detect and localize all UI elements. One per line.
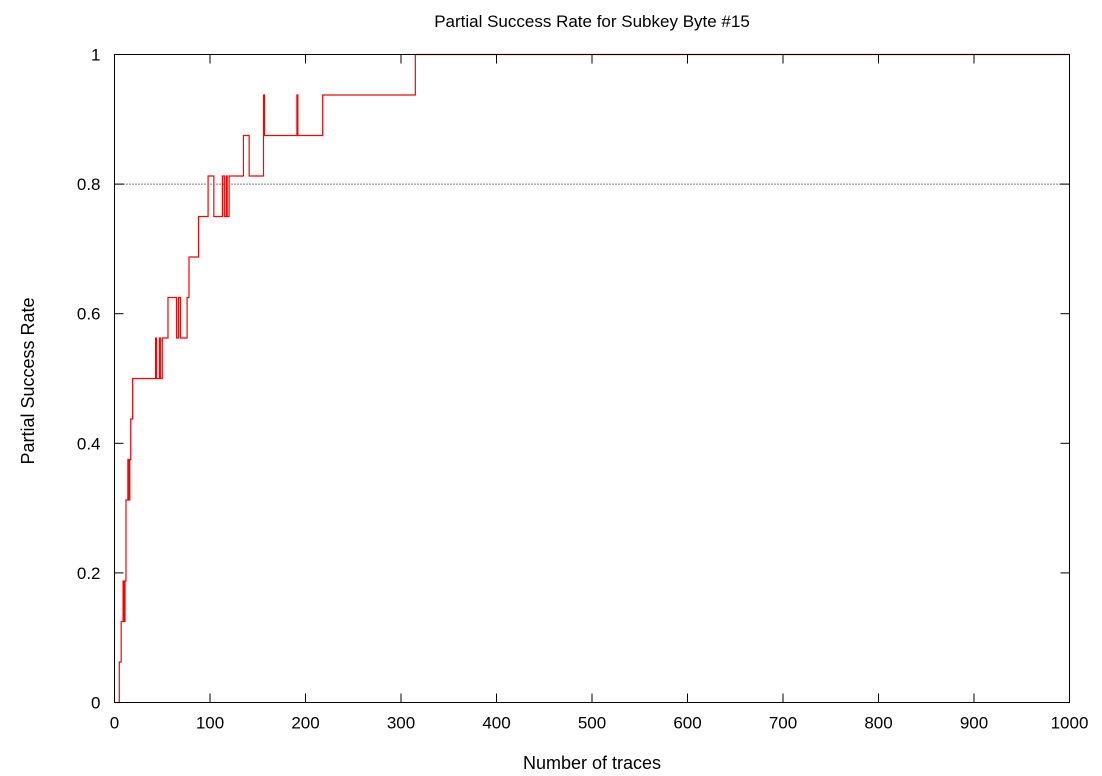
series-layer bbox=[115, 53, 1070, 704]
x-tick-label: 800 bbox=[864, 714, 892, 733]
ticks-layer: 0 100 200 300 400 500 600 700 800 900 1000 0 0.2 0.4 0… bbox=[77, 46, 1089, 733]
x-axis-label: Number of traces bbox=[523, 753, 661, 773]
x-tick-label: 0 bbox=[110, 714, 119, 733]
x-tick-label: 900 bbox=[960, 714, 988, 733]
y-axis-label: Partial Success Rate bbox=[18, 297, 38, 464]
x-tick-label: 300 bbox=[387, 714, 415, 733]
x-tick-label: 200 bbox=[291, 714, 319, 733]
y-tick-label: 0.8 bbox=[77, 175, 101, 194]
chart-title: Partial Success Rate for Subkey Byte #15 bbox=[434, 12, 750, 31]
x-tick-label: 100 bbox=[196, 714, 224, 733]
series-line bbox=[115, 53, 1070, 704]
x-tick-label: 500 bbox=[578, 714, 606, 733]
y-tick-label: 0.4 bbox=[77, 434, 101, 453]
plot-frame bbox=[114, 54, 1070, 703]
y-tick-label: 0 bbox=[91, 694, 100, 713]
y-tick-label: 0.2 bbox=[77, 564, 101, 583]
x-tick-label: 1000 bbox=[1051, 714, 1089, 733]
y-tick-label: 1 bbox=[91, 46, 100, 65]
x-tick-label: 400 bbox=[482, 714, 510, 733]
y-tick-label: 0.6 bbox=[77, 305, 101, 324]
x-tick-label: 600 bbox=[673, 714, 701, 733]
x-tick-label: 700 bbox=[769, 714, 797, 733]
